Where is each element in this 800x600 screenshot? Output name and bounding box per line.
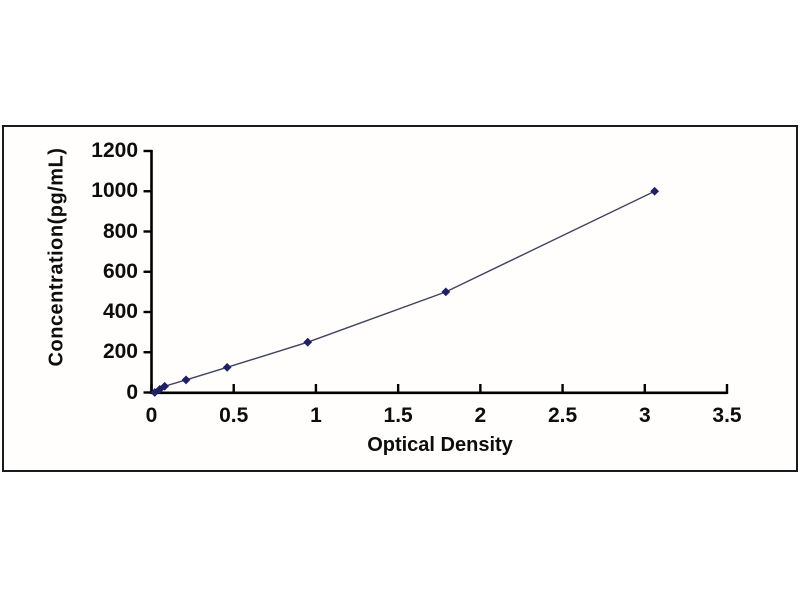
data-point-marker <box>150 388 160 397</box>
x-tick-label: 2.5 <box>547 404 578 427</box>
chart-frame <box>2 125 798 472</box>
y-tick-label: 600 <box>102 259 138 283</box>
x-tick-label: 0 <box>145 404 158 427</box>
y-tick-label: 1200 <box>91 139 138 162</box>
data-point-marker <box>303 337 313 347</box>
x-tick-label: 0.5 <box>219 404 249 427</box>
curve-line <box>154 190 655 394</box>
data-point-marker <box>441 287 451 297</box>
data-point-marker <box>160 381 170 391</box>
y-tick-label: 0 <box>126 380 138 404</box>
y-tick-label: 800 <box>102 219 138 243</box>
y-tick-label: 400 <box>102 300 138 323</box>
x-tick-label: 2 <box>474 404 487 427</box>
x-axis-title: Optical Density <box>367 434 513 456</box>
x-tick-label: 3.5 <box>712 404 742 427</box>
x-tick-label: 1 <box>310 404 322 427</box>
y-tick-label: 1000 <box>91 179 138 203</box>
x-tick-label: 1.5 <box>383 404 413 427</box>
data-point-marker <box>650 186 660 196</box>
x-tick-label: 3 <box>638 404 651 427</box>
data-point-marker <box>222 362 232 372</box>
y-tick-label: 200 <box>102 340 138 364</box>
data-point-marker <box>181 375 191 385</box>
